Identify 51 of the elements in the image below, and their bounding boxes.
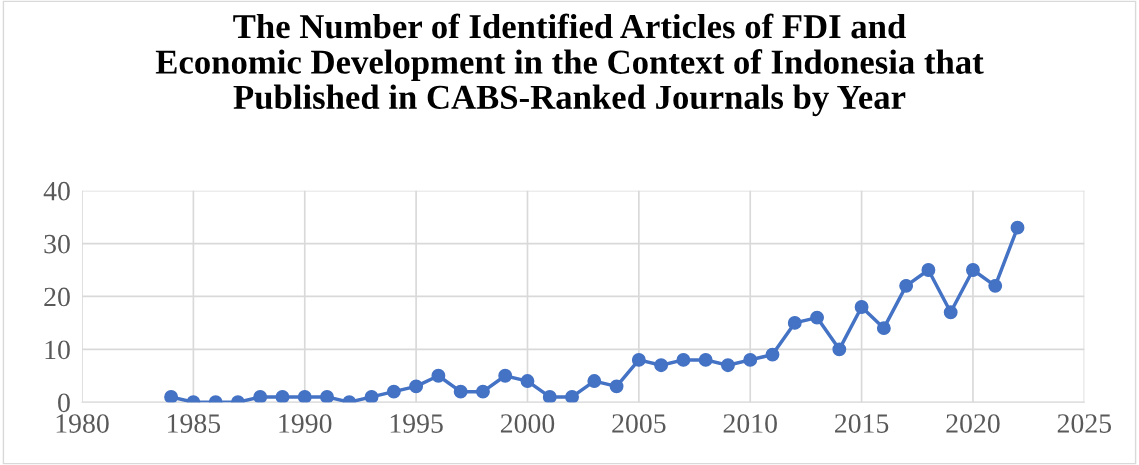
point [698,352,713,367]
point [253,389,268,403]
point [654,358,669,373]
y-tick-label: 10 [45,340,70,360]
point [921,263,936,277]
point [475,384,490,399]
point [943,305,958,320]
point [676,352,691,367]
x-tick-label: 1995 [390,414,443,433]
point [498,368,513,383]
x-tick-label: 2000 [500,414,555,433]
point [810,310,824,325]
point [364,389,379,403]
x-tick-label: 2020 [946,414,1000,433]
point [431,368,446,383]
chart-title: The Number of Identified Articles of FDI and Economic Development in the Context of Indonesia that Published in CABS-Ranked Journals by Year [155,13,984,117]
point [899,278,914,293]
point [876,321,891,336]
point [787,315,802,330]
point [386,384,401,399]
point [453,384,468,399]
point [988,278,1003,293]
point [631,352,646,367]
point [565,389,579,403]
y-tick-label: 20 [44,287,70,307]
point [587,374,602,389]
point [520,374,535,389]
y-tick-label: 30 [44,234,70,254]
point [721,358,735,373]
point [297,389,312,403]
x-tick-label: 2010 [723,414,777,433]
y-tick-label: 40 [43,181,70,201]
point [743,352,758,367]
point [275,389,290,403]
point [765,347,780,362]
point [409,379,424,394]
point [320,389,334,403]
point [966,263,980,277]
point [164,389,179,403]
x-tick-label: 2005 [612,414,666,433]
point [1010,220,1025,235]
x-tick-label: 2015 [835,414,889,433]
point [854,300,869,314]
point [542,389,557,403]
point [609,379,624,394]
x-tick-label: 1980 [56,414,109,433]
x-tick-label: 1985 [168,414,221,433]
point [832,342,847,357]
x-tick-label: 1990 [279,414,332,433]
y-tick-label: 0 [58,393,70,413]
x-tick-label: 2025 [1057,414,1112,433]
